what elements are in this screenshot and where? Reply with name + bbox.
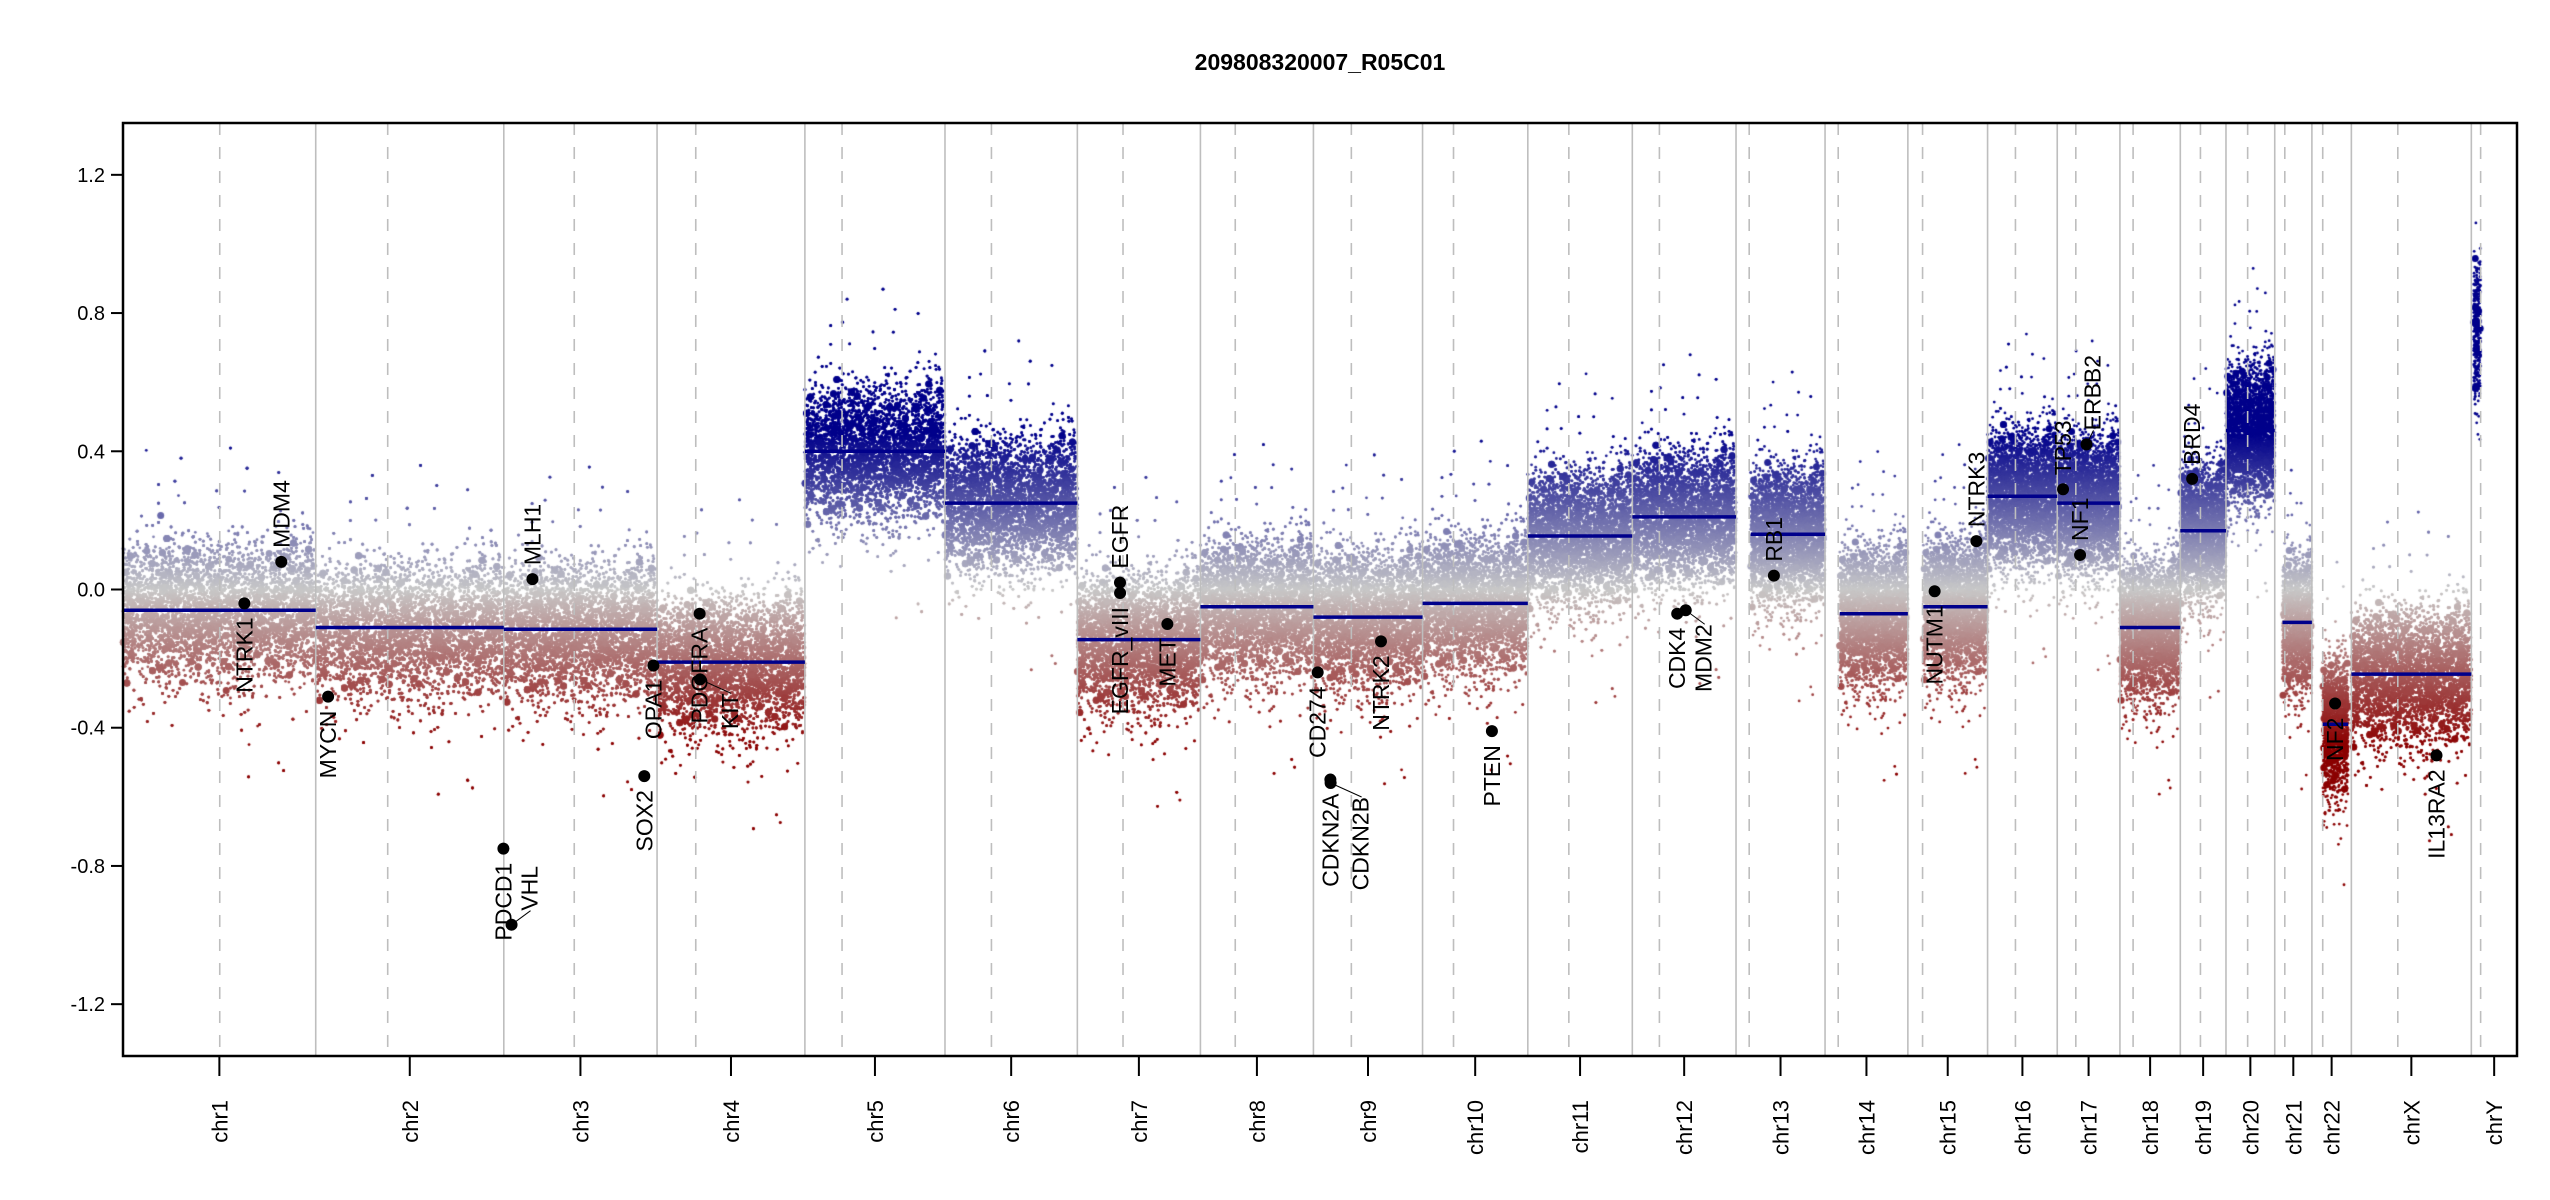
x-tick-label: chr2 [398,1100,423,1143]
gene-label: TP53 [2050,420,2076,475]
gene-point [2186,472,2199,485]
plot-frame [121,121,2519,1058]
y-tick-label: -0.4 [71,718,105,740]
gene-label: CDKN2B [1348,797,1374,890]
x-tick-label: chr10 [1463,1100,1488,1155]
gene-point [1928,585,1941,598]
x-tick-label: chr8 [1245,1100,1270,1143]
x-tick-label: chr22 [2320,1100,2345,1155]
x-tick-label: chr20 [2238,1100,2263,1155]
gene-label: NF2 [2322,718,2348,761]
gene-point [1767,569,1780,582]
gene-label: NTRK1 [231,617,257,692]
x-tick-label: chr9 [1356,1100,1381,1143]
gene-point [505,918,518,931]
gene-label: EGFR [1107,505,1133,569]
gene-point [1485,725,1498,738]
x-tick-label: chr14 [1854,1100,1879,1155]
gene-label: CD274 [1305,686,1331,758]
gene-point [322,690,335,703]
gene-label: CDK4 [1664,627,1690,689]
x-tick-label: chr13 [1769,1100,1794,1155]
gene-point [647,659,660,672]
gene-label: MYCN [315,711,341,779]
gene-label: EGFR_vIII [1107,607,1133,714]
gene-label: PDCD1 [490,863,516,941]
x-tick-label: chrY [2482,1100,2507,1146]
y-tick-label: -0.8 [71,856,105,878]
gene-label: ERBB2 [2079,355,2105,430]
gene-point [2074,548,2087,561]
gene-label: VHL [517,866,543,911]
chart-title: 209808320007_R05C01 [1195,49,1446,75]
x-tick-label: chr16 [2010,1100,2035,1155]
gene-label: NUTM1 [1922,605,1948,684]
gene-label: MDM4 [268,480,294,548]
x-tick-label: chr12 [1672,1100,1697,1155]
gene-label: PTEN [1479,745,1505,806]
gene-label: MET [1154,638,1180,687]
gene-point [2329,697,2342,710]
y-tick-label: 0.0 [77,580,105,602]
gene-point [2057,483,2070,496]
gene-label: RB1 [1761,517,1787,562]
x-tick-label: chr4 [719,1100,744,1143]
gene-label: MDM2 [1691,624,1717,692]
y-tick-label: -1.2 [71,994,105,1016]
x-tick-label: chr18 [2138,1100,2163,1155]
x-tick-label: chr6 [999,1100,1024,1143]
gene-label: SOX2 [631,790,657,851]
gene-label: NF1 [2067,497,2093,540]
gene-leader-line [511,910,531,926]
x-tick-label: chr15 [1936,1100,1961,1155]
gene-leader-line [2086,430,2094,445]
gene-point [1970,535,1983,548]
gene-point [1161,618,1174,631]
gene-point [497,842,510,855]
gene-label: MLH1 [519,504,545,565]
gene-label: NTRK2 [1368,655,1394,730]
gene-label: PDGFRA [687,627,713,724]
gene-leader-line [699,678,732,694]
gene-point [526,573,539,586]
gene-label: KIT [717,693,743,729]
x-tick-label: chrX [2399,1100,2424,1146]
y-tick-label: 0.4 [77,441,105,463]
gene-point [638,770,651,783]
gene-label: CDKN2A [1317,793,1343,887]
x-tick-label: chr11 [1568,1100,1593,1153]
gene-label: BRD4 [2179,403,2205,465]
gene-point [1114,586,1127,599]
gene-leader-line [1330,782,1362,798]
x-tick-label: chr7 [1127,1100,1152,1143]
gene-point [238,597,251,610]
gene-leader-line [1685,609,1706,625]
x-tick-label: chr19 [2191,1100,2216,1155]
x-tick-label: chr21 [2281,1100,2306,1155]
gene-point [1311,666,1324,679]
x-tick-label: chr5 [863,1100,888,1143]
gene-point [1374,635,1387,648]
gene-point [2430,749,2443,762]
y-tick-label: 1.2 [77,165,105,187]
gene-label: IL13RA2 [2424,769,2450,859]
gene-label: NTRK3 [1963,452,1989,527]
gene-point [1113,576,1126,589]
y-tick-label: 0.8 [77,303,105,325]
gene-point [693,607,706,620]
x-tick-label: chr3 [568,1100,593,1143]
x-tick-label: chr17 [2077,1100,2102,1155]
x-tick-label: chr1 [207,1100,232,1143]
gene-label: OPA1 [640,680,666,740]
gene-point [275,555,288,568]
